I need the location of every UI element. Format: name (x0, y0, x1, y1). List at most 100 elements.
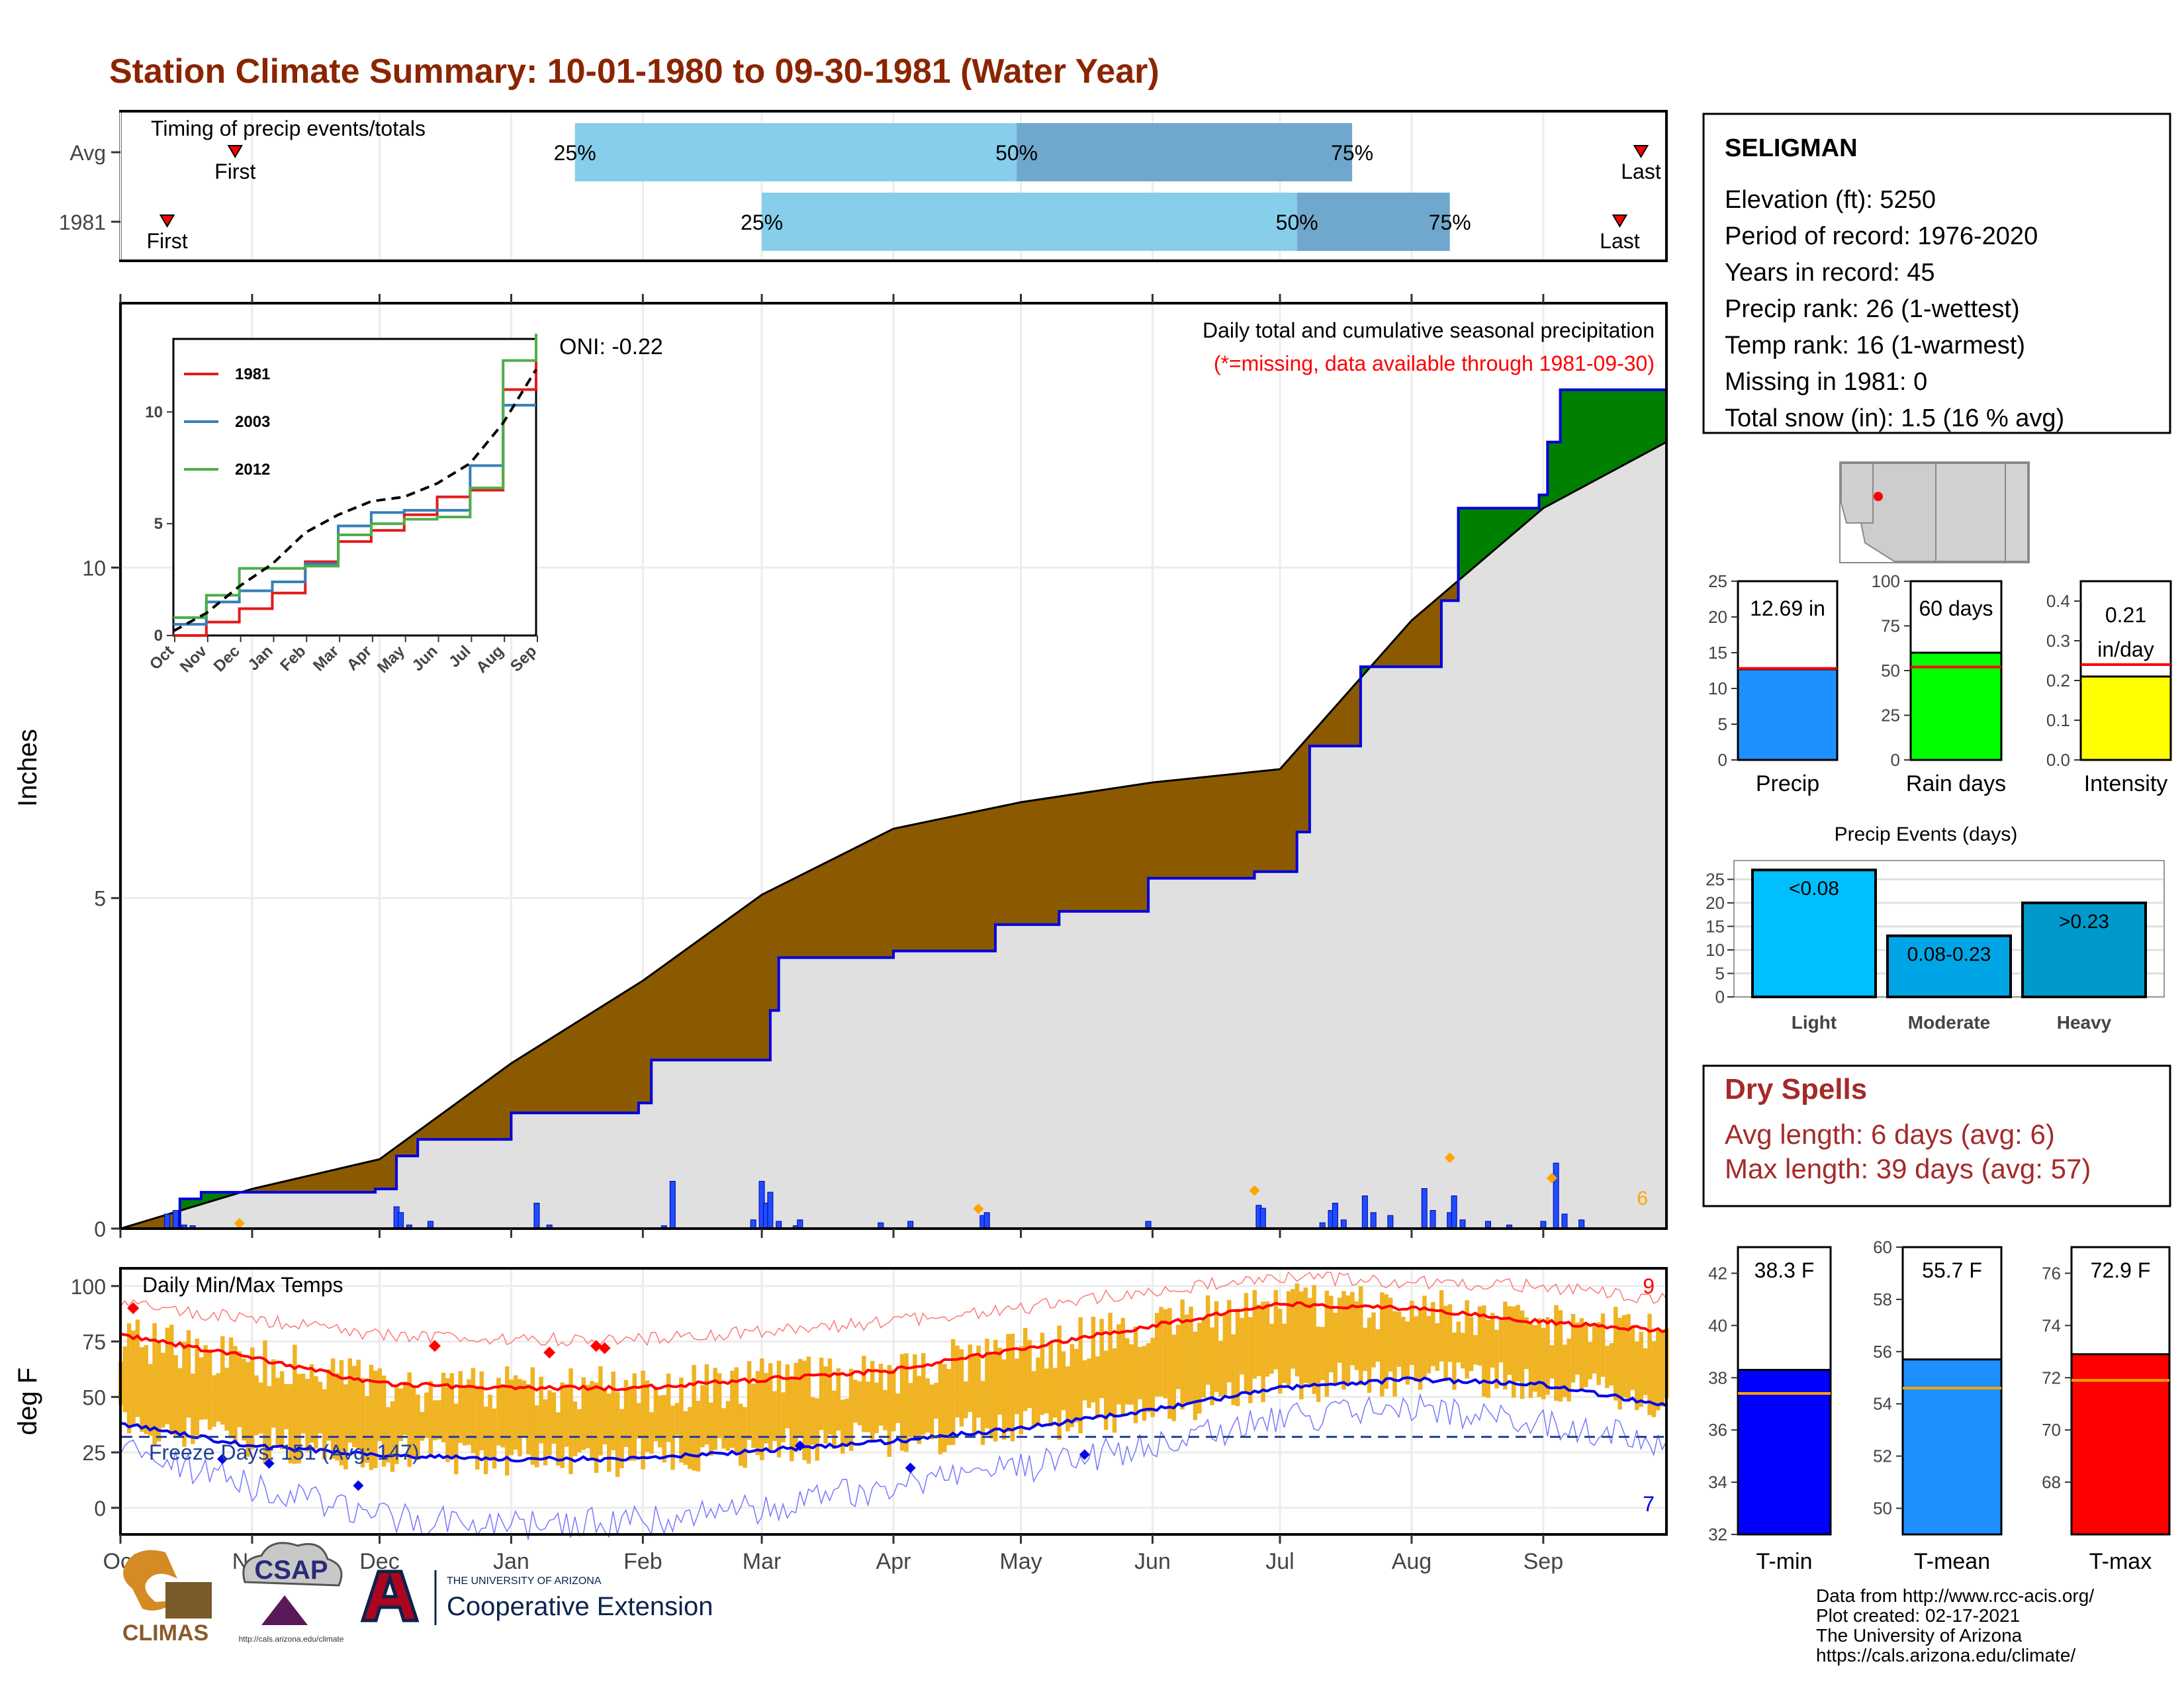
daily-temp-range-bar (390, 1401, 395, 1472)
daily-temp-range-bar (755, 1371, 760, 1456)
daily-temp-range-bar (887, 1365, 892, 1457)
daily-temp-range-bar (1240, 1317, 1244, 1375)
daily-temp-range-bar (590, 1381, 594, 1460)
record-low-marker (1079, 1449, 1090, 1460)
daily-precip-bar (1430, 1210, 1436, 1229)
daily-temp-range-bar (1031, 1371, 1036, 1428)
daily-temp-range-bar (1460, 1333, 1465, 1369)
csap-logo-text: CSAP (254, 1556, 328, 1585)
daily-temp-range-bar (870, 1360, 875, 1440)
daily-temp-range-bar (993, 1340, 998, 1442)
temp-summary-y-tick-label: 42 (1708, 1263, 1727, 1283)
daily-temp-range-bar (271, 1359, 276, 1428)
daily-temp-range-bar (1027, 1340, 1032, 1409)
daily-temp-range-bar (335, 1373, 340, 1461)
mini-chart-label: Intensity (2084, 771, 2168, 796)
daily-temp-range-bar (237, 1351, 242, 1427)
daily-temp-range-bar (131, 1330, 136, 1425)
daily-temp-range-bar (161, 1352, 165, 1428)
daily-temp-range-bar (360, 1378, 365, 1468)
daily-temp-range-bar (709, 1402, 713, 1456)
daily-temp-range-bar (785, 1364, 790, 1429)
daily-temp-range-bar (381, 1375, 387, 1467)
daily-temp-range-bar (318, 1382, 323, 1434)
daily-temp-range-bar (1342, 1291, 1346, 1390)
daily-precip-bar (767, 1192, 774, 1229)
daily-temp-range-bar (666, 1373, 671, 1442)
temp-summary-y-tick-label: 36 (1708, 1420, 1727, 1440)
daily-temp-range-bar (649, 1412, 654, 1454)
daily-temp-range-bar (309, 1364, 314, 1443)
daily-temp-range-bar (220, 1336, 225, 1425)
temp-summary-label: T-max (2089, 1549, 2152, 1574)
mini-chart-label: Rain days (1906, 771, 2006, 796)
daily-temp-range-bar (874, 1382, 879, 1434)
events-y-tick-label: 5 (1715, 963, 1725, 983)
daily-temp-range-bar (747, 1361, 752, 1440)
daily-temp-range-bar (980, 1381, 985, 1445)
daily-temp-range-bar (1291, 1289, 1295, 1369)
daily-temp-range-bar (1647, 1313, 1652, 1415)
daily-temp-range-bar (641, 1370, 645, 1470)
daily-temp-range-bar (989, 1353, 994, 1439)
credit-line: Plot created: 02-17-2021 (1816, 1605, 2020, 1626)
daily-temp-range-bar (1482, 1305, 1486, 1397)
daily-temp-range-bar (343, 1384, 348, 1470)
daily-temp-range-bar (1303, 1288, 1308, 1383)
record-low-marker (905, 1462, 916, 1474)
daily-temp-range-bar (1350, 1291, 1355, 1366)
daily-temp-range-bar (246, 1362, 251, 1457)
map-state-west (1841, 463, 1874, 524)
daily-temp-range-bar (823, 1366, 828, 1444)
daily-temp-range-bar (1222, 1314, 1228, 1395)
daily-temp-range-bar (263, 1340, 267, 1464)
daily-temp-range-bar (369, 1364, 374, 1470)
daily-temp-range-bar (730, 1370, 735, 1448)
temp-summary-y-tick-label: 76 (2042, 1263, 2061, 1283)
daily-temp-range-bar (1549, 1345, 1555, 1379)
daily-temp-range-bar (1091, 1317, 1096, 1403)
daily-temp-range-bar (224, 1368, 229, 1431)
daily-temp-range-bar (420, 1411, 425, 1441)
daily-temp-range-bar (662, 1395, 666, 1463)
timing-bar-25-50 (762, 193, 1297, 251)
record-high-marker (543, 1346, 556, 1359)
temp-summary-value-label: 72.9 F (2091, 1258, 2151, 1282)
daily-temp-range-bar (1124, 1338, 1130, 1405)
mini-chart-y-tick-label: 25 (1708, 571, 1727, 591)
daily-temp-range-bar (1116, 1324, 1121, 1405)
daily-temp-range-bar (530, 1367, 535, 1465)
station-location-dot (1874, 492, 1883, 501)
daily-temp-range-bar (679, 1378, 684, 1463)
daily-temp-range-bar (806, 1356, 811, 1464)
daily-temp-range-bar (1256, 1304, 1261, 1376)
first-event-marker (227, 145, 244, 158)
first-event-label: First (146, 229, 187, 253)
daily-temp-range-bar (878, 1364, 884, 1426)
record-low-line (120, 1393, 1667, 1540)
daily-temp-range-bar (1235, 1308, 1240, 1407)
inset-legend-label: 2012 (235, 461, 270, 479)
record-low-marker (263, 1458, 275, 1469)
daily-temp-range-bar (1040, 1333, 1045, 1415)
record-low-marker (353, 1480, 364, 1491)
events-bar-label: Moderate (1908, 1012, 1990, 1033)
daily-temp-range-bar (1511, 1306, 1516, 1398)
daily-temp-range-bar (1307, 1297, 1312, 1386)
record-high-line (120, 1271, 1667, 1346)
daily-temp-range-bar (619, 1409, 624, 1468)
events-bar-heavy (2021, 901, 2147, 998)
temp-summary-y-tick-label: 32 (1708, 1524, 1727, 1544)
csap-logo: CSAP http://cals.arizona.edu/climate (239, 1542, 344, 1644)
x-month-label: Feb (623, 1549, 662, 1574)
dry-spells-frame (1702, 1064, 2171, 1207)
daily-temp-range-bar (398, 1388, 404, 1441)
daily-temp-range-bar (551, 1392, 557, 1444)
daily-temp-range-bar (1175, 1325, 1181, 1389)
daily-temp-range-bar (156, 1343, 161, 1442)
daily-temp-range-bar (764, 1373, 768, 1444)
daily-temp-range-bar (577, 1409, 582, 1453)
dry-spells-title: Dry Spells (1725, 1073, 1867, 1105)
daily-temp-range-bar (1231, 1334, 1236, 1405)
